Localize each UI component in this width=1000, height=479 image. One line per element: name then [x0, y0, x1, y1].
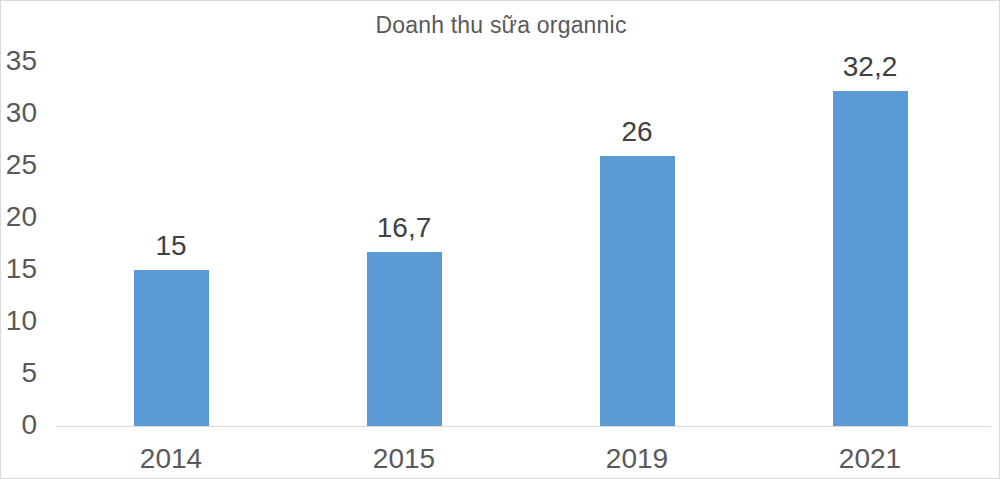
- bar-2015: [367, 252, 442, 426]
- bar-2014: [134, 270, 209, 426]
- y-axis-tick-label: 25: [1, 151, 37, 179]
- y-axis-tick-label: 20: [1, 203, 37, 231]
- y-axis-tick-label: 0: [1, 411, 37, 439]
- bar-value-label: 16,7: [334, 214, 474, 242]
- x-axis-line: [56, 426, 991, 427]
- bar-value-label: 15: [101, 232, 241, 260]
- x-axis-tick-label: 2021: [790, 445, 950, 473]
- bar-value-label: 26: [567, 118, 707, 146]
- y-axis-tick-label: 30: [1, 99, 37, 127]
- x-axis-tick-label: 2014: [91, 445, 251, 473]
- bar-chart: Doanh thu sữa organnic 0 5 10 15 20 25 30 35 15…: [0, 0, 1000, 479]
- y-axis-tick-label: 10: [1, 307, 37, 335]
- x-axis-tick-label: 2019: [557, 445, 717, 473]
- bar-2019: [600, 156, 675, 426]
- bar-2021: [833, 91, 908, 426]
- y-axis-tick-label: 35: [1, 47, 37, 75]
- chart-title: Doanh thu sữa organnic: [1, 12, 1000, 39]
- y-axis-tick-label: 15: [1, 255, 37, 283]
- bar-value-label: 32,2: [800, 53, 940, 81]
- y-axis-tick-label: 5: [1, 359, 37, 387]
- x-axis-tick-label: 2015: [324, 445, 484, 473]
